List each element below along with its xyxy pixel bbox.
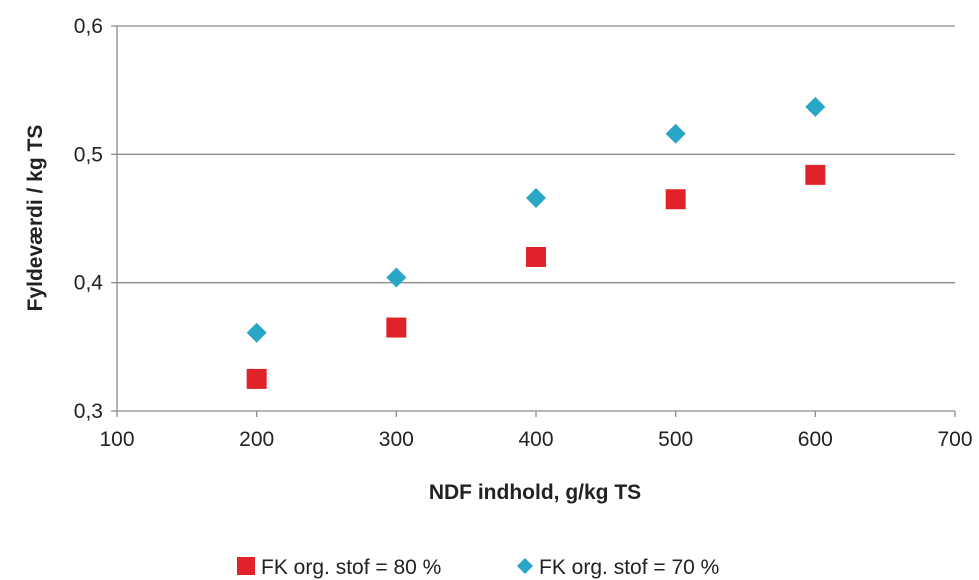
x-tick-label-4: 500 xyxy=(658,428,693,451)
point-series-2-400 xyxy=(526,187,546,208)
y-axis-title: Fyldeværdi / kg TS xyxy=(24,125,47,312)
y-tick-labels: 0,3 0,4 0,5 0,6 xyxy=(74,15,104,423)
x-tick-label-2: 300 xyxy=(379,428,414,451)
x-tick-label-1: 200 xyxy=(239,428,274,451)
x-tick-label-5: 600 xyxy=(798,428,833,451)
x-axis-title: NDF indhold, g/kg TS xyxy=(429,481,641,504)
y-tick-label-2: 0,5 xyxy=(74,143,103,166)
point-series-2-600 xyxy=(805,96,826,117)
point-series-1-500 xyxy=(665,189,686,210)
legend-marker-series-2 xyxy=(517,558,533,574)
point-series-1-400 xyxy=(526,247,546,267)
point-series-1-300 xyxy=(386,317,407,338)
x-tick-label-0: 100 xyxy=(99,428,134,451)
point-series-2-200 xyxy=(246,322,267,343)
legend-marker-series-1 xyxy=(237,557,255,575)
legend: FK org. stof = 80 % FK org. stof = 70 % xyxy=(237,556,719,579)
x-tick-labels: 100 200 300 400 500 600 700 xyxy=(99,428,972,451)
gridlines xyxy=(117,25,955,284)
point-series-1-200 xyxy=(246,368,267,389)
axes xyxy=(111,25,956,417)
legend-label-series-1: FK org. stof = 80 % xyxy=(261,556,441,579)
y-tick-label-3: 0,6 xyxy=(74,15,103,38)
x-tick-label-3: 400 xyxy=(518,428,553,451)
y-tick-label-0: 0,3 xyxy=(74,400,103,423)
point-series-1-600 xyxy=(805,164,826,185)
point-series-2-300 xyxy=(386,267,407,288)
x-tick-label-6: 700 xyxy=(937,428,972,451)
point-series-2-500 xyxy=(665,123,686,144)
legend-label-series-2: FK org. stof = 70 % xyxy=(539,556,719,579)
y-tick-label-1: 0,4 xyxy=(74,272,104,295)
data-points xyxy=(246,96,826,389)
